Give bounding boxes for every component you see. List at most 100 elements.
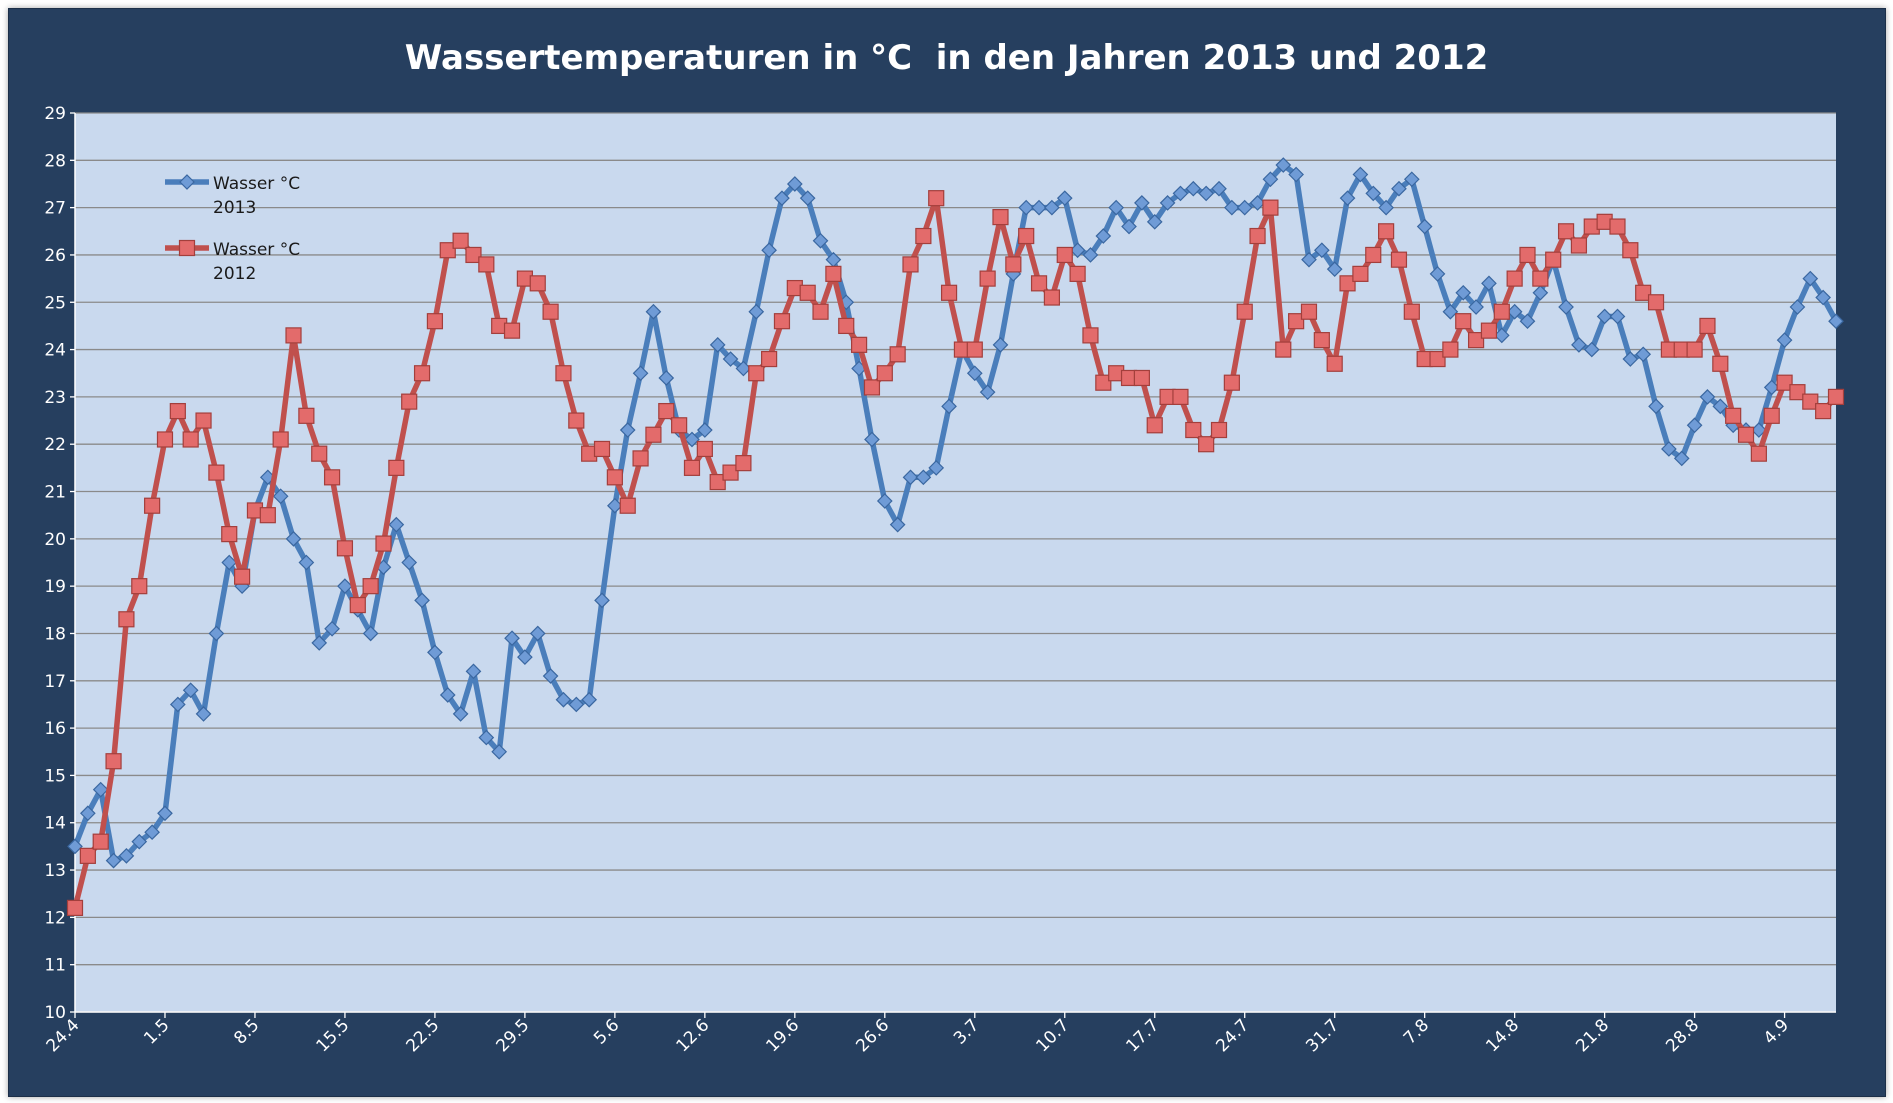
- data-point: [1185, 180, 1202, 197]
- y-tick-label: 22: [44, 435, 66, 455]
- data-point: [748, 303, 765, 320]
- data-point: [735, 360, 752, 377]
- data-point: [632, 365, 649, 382]
- data-point: [1043, 289, 1061, 306]
- data-point: [1352, 265, 1369, 282]
- data-point: [1031, 199, 1047, 216]
- data-point: [311, 635, 328, 651]
- data-point: [1763, 379, 1780, 396]
- data-point: [336, 540, 354, 557]
- data-point: [1082, 247, 1099, 263]
- y-tick-label: 27: [44, 199, 66, 219]
- data-point: [1018, 199, 1035, 216]
- data-point: [1339, 275, 1356, 292]
- data-point: [915, 227, 932, 245]
- data-point: [195, 706, 212, 722]
- data-point: [144, 497, 161, 514]
- data-point: [529, 275, 546, 292]
- data-point: [478, 729, 495, 746]
- y-tick-label: 13: [44, 861, 66, 881]
- data-point: [1082, 327, 1099, 344]
- data-point: [1352, 166, 1369, 183]
- data-point: [182, 431, 199, 448]
- data-point: [555, 365, 572, 382]
- x-tick-label: 10.7: [1032, 1015, 1073, 1056]
- data-point: [66, 899, 84, 917]
- data-point: [234, 568, 251, 585]
- data-point: [684, 431, 700, 448]
- data-point: [1455, 313, 1472, 330]
- x-tick-label: 1.5: [140, 1015, 173, 1048]
- y-tick-label: 20: [44, 530, 66, 550]
- legend-label: 2013: [213, 198, 256, 218]
- data-point: [1635, 346, 1652, 363]
- data-point: [1108, 199, 1125, 216]
- data-point: [696, 422, 713, 438]
- data-point: [285, 530, 302, 547]
- data-point: [349, 596, 366, 614]
- data-point: [67, 838, 83, 855]
- data-point: [1750, 445, 1767, 462]
- x-tick-label: 4.9: [1760, 1015, 1793, 1048]
- data-point: [92, 781, 109, 798]
- data-point: [915, 469, 932, 486]
- data-point: [941, 398, 957, 415]
- data-point: [1686, 341, 1703, 358]
- chart-title: Wassertemperaturen in °C in den Jahren 2…: [404, 38, 1489, 78]
- data-point: [1313, 242, 1330, 259]
- data-point: [1647, 294, 1665, 311]
- data-point: [401, 554, 418, 571]
- data-point: [876, 493, 893, 509]
- y-tick-label: 28: [44, 151, 66, 171]
- y-tick-label: 17: [44, 672, 66, 692]
- data-point: [606, 469, 623, 486]
- data-point: [131, 578, 148, 595]
- data-point: [1146, 417, 1163, 434]
- data-point: [221, 554, 238, 571]
- plot-area: [75, 113, 1836, 1012]
- data-point: [1262, 199, 1279, 216]
- legend-label: Wasser °C: [213, 174, 300, 194]
- data-point: [1390, 251, 1408, 268]
- data-point: [902, 469, 919, 486]
- data-point: [1648, 398, 1664, 415]
- data-point: [1288, 166, 1304, 183]
- data-point: [529, 625, 546, 642]
- data-point: [1030, 275, 1048, 292]
- x-tick-label: 21.8: [1572, 1015, 1613, 1056]
- data-point: [401, 393, 418, 410]
- data-point: [324, 620, 340, 637]
- data-point: [1198, 436, 1215, 453]
- data-point: [812, 303, 829, 320]
- data-point: [658, 402, 675, 420]
- data-point: [812, 232, 829, 249]
- data-point: [169, 402, 186, 420]
- data-point: [182, 682, 199, 699]
- data-point: [773, 313, 791, 330]
- data-point: [388, 459, 405, 476]
- data-point: [889, 516, 906, 533]
- data-point: [1403, 303, 1420, 320]
- data-point: [1442, 303, 1459, 320]
- data-point: [1506, 270, 1523, 287]
- data-point: [1339, 190, 1356, 207]
- data-point: [1686, 417, 1703, 434]
- data-point: [1056, 190, 1073, 207]
- y-tick-label: 18: [44, 624, 66, 644]
- data-point: [1776, 332, 1793, 348]
- data-point: [426, 313, 444, 330]
- data-point: [1429, 266, 1446, 282]
- y-tick-label: 15: [44, 766, 66, 786]
- data-point: [568, 412, 585, 429]
- data-point: [709, 473, 726, 491]
- data-point: [1262, 171, 1279, 188]
- data-point: [1300, 303, 1318, 320]
- data-point: [761, 350, 778, 368]
- y-tick-label: 16: [44, 719, 66, 739]
- data-point: [1571, 336, 1587, 353]
- data-point: [1570, 237, 1588, 254]
- data-point: [928, 190, 945, 207]
- data-point: [259, 507, 276, 524]
- data-point: [1519, 313, 1536, 330]
- data-point: [362, 578, 379, 595]
